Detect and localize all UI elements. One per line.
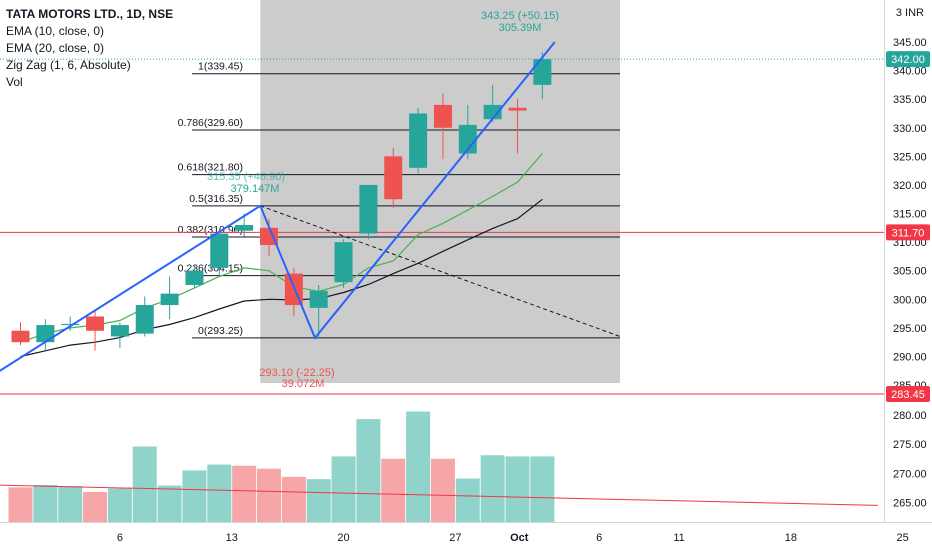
volume-bar bbox=[207, 465, 231, 522]
annotation-mid-volume: 379.147M bbox=[231, 183, 280, 195]
date-tick-label: 27 bbox=[449, 532, 461, 544]
fib-level-label: 0(293.25) bbox=[198, 325, 243, 337]
candle-body bbox=[210, 234, 228, 268]
price-badge-label: 342.00 bbox=[891, 54, 925, 66]
candle-body bbox=[161, 294, 179, 305]
date-tick-label: 11 bbox=[673, 532, 684, 544]
price-tick-label: 290.00 bbox=[893, 352, 927, 364]
legend-ema10[interactable]: EMA (10, close, 0) bbox=[6, 23, 173, 40]
date-tick-label: 6 bbox=[117, 532, 123, 544]
candle-body bbox=[384, 156, 402, 199]
legend-symbol[interactable]: TATA MOTORS LTD., 1D, NSE bbox=[6, 6, 173, 23]
candle-body bbox=[86, 316, 104, 330]
legend-zigzag[interactable]: Zig Zag (1, 6, Absolute) bbox=[6, 57, 173, 74]
annotation-high-volume: 305.39M bbox=[499, 22, 542, 34]
fib-level-label: 0.786(329.60) bbox=[178, 117, 243, 129]
candle-body bbox=[310, 291, 328, 308]
candle-body bbox=[434, 105, 452, 128]
price-tick-label: 330.00 bbox=[893, 123, 927, 135]
candle-body bbox=[61, 324, 79, 325]
volume-bar bbox=[232, 466, 256, 522]
volume-bar bbox=[257, 469, 281, 522]
volume-bar bbox=[307, 479, 331, 522]
fib-level-label: 1(339.45) bbox=[198, 61, 243, 73]
volume-tick-label: 280.00 bbox=[893, 410, 927, 422]
volume-bar bbox=[356, 419, 380, 522]
price-tick-label: 320.00 bbox=[893, 180, 927, 192]
price-tick-label: 305.00 bbox=[893, 266, 927, 278]
legend-ema20[interactable]: EMA (20, close, 0) bbox=[6, 40, 173, 57]
date-tick-label: 25 bbox=[897, 532, 909, 544]
candle-body bbox=[185, 271, 203, 285]
volume-bar bbox=[33, 485, 57, 522]
annotation-high-change: 343.25 (+50.15) bbox=[481, 10, 559, 22]
volume-bar bbox=[83, 492, 107, 522]
volume-bar bbox=[431, 459, 455, 522]
price-tick-label: 315.00 bbox=[893, 209, 927, 221]
date-tick-label: 6 bbox=[596, 532, 602, 544]
price-badge-label: 283.45 bbox=[891, 389, 925, 401]
volume-tick-label: 275.00 bbox=[893, 439, 927, 451]
annotation-low-volume: 39.072M bbox=[282, 378, 325, 390]
candle-body bbox=[111, 325, 129, 336]
volume-tick-label: 265.00 bbox=[893, 498, 927, 510]
price-tick-label: 295.00 bbox=[893, 323, 927, 335]
volume-bar bbox=[9, 487, 33, 522]
price-tick-label: 300.00 bbox=[893, 294, 927, 306]
volume-bar bbox=[108, 489, 132, 523]
volume-bar bbox=[481, 455, 505, 522]
volume-bar bbox=[182, 470, 206, 522]
volume-bar bbox=[456, 479, 480, 522]
candle-body bbox=[533, 59, 551, 85]
candle-body bbox=[136, 305, 154, 334]
price-tick-label: 345.00 bbox=[893, 37, 927, 49]
candle-body bbox=[235, 225, 253, 231]
chart-legend: TATA MOTORS LTD., 1D, NSE EMA (10, close… bbox=[6, 6, 173, 91]
date-tick-label: 20 bbox=[337, 532, 349, 544]
volume-tick-label: 270.00 bbox=[893, 468, 927, 480]
volume-bar bbox=[406, 412, 430, 523]
candle-body bbox=[12, 331, 30, 342]
volume-bar bbox=[506, 456, 530, 522]
volume-bar bbox=[530, 456, 554, 522]
annotation-mid-change: 315.35 (+46.90) bbox=[207, 171, 285, 183]
date-tick-label: 18 bbox=[785, 532, 797, 544]
currency-label[interactable]: 3 INR bbox=[896, 7, 924, 19]
candle-body bbox=[36, 325, 54, 342]
volume-bar bbox=[332, 456, 356, 522]
legend-vol[interactable]: Vol bbox=[6, 74, 173, 91]
candle-body bbox=[359, 185, 377, 234]
date-tick-label: 13 bbox=[226, 532, 238, 544]
candle-body bbox=[335, 242, 353, 282]
candle-body bbox=[509, 108, 527, 111]
date-tick-label: Oct bbox=[510, 532, 529, 544]
price-tick-label: 325.00 bbox=[893, 151, 927, 163]
volume-bar bbox=[133, 447, 157, 523]
volume-bar bbox=[282, 477, 306, 522]
price-tick-label: 335.00 bbox=[893, 94, 927, 106]
candle-body bbox=[409, 113, 427, 167]
volume-bar bbox=[381, 459, 405, 522]
fib-retracement-background bbox=[260, 0, 620, 383]
price-badge-label: 311.70 bbox=[892, 227, 925, 239]
volume-bar bbox=[58, 486, 82, 522]
price-tick-label: 340.00 bbox=[893, 66, 927, 78]
volume-bar bbox=[158, 486, 182, 522]
